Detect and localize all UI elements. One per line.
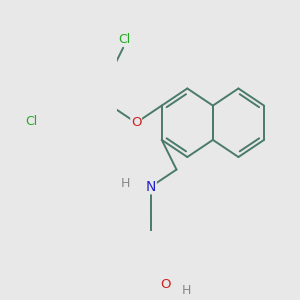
Text: O: O xyxy=(160,278,171,291)
Text: Cl: Cl xyxy=(26,115,38,128)
Text: Cl: Cl xyxy=(118,33,130,46)
Text: H: H xyxy=(182,284,191,297)
Text: O: O xyxy=(131,116,141,129)
Text: N: N xyxy=(146,180,156,194)
Text: H: H xyxy=(121,177,130,190)
